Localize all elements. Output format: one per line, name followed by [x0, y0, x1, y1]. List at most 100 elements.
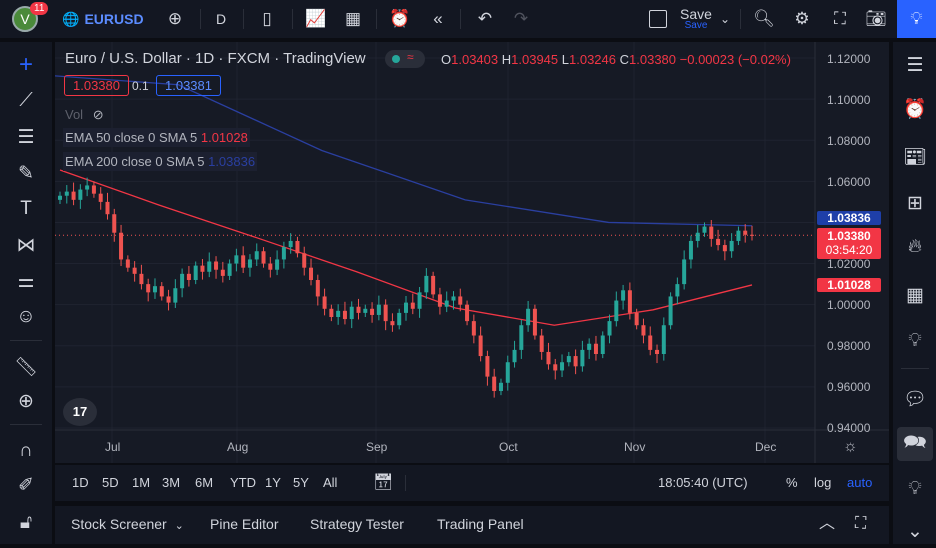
alert-icon[interactable]: ⏰: [389, 9, 411, 28]
chevron-down-icon: ⌄: [174, 520, 184, 532]
maximize-panel-icon[interactable]: ⛶: [855, 515, 867, 532]
chat-icon[interactable]: 💬︎: [902, 389, 928, 410]
market-status[interactable]: ≈: [385, 50, 425, 68]
camera-icon[interactable]: 📷︎: [865, 9, 887, 28]
tradingview-logo[interactable]: 17: [63, 398, 97, 426]
range-1y[interactable]: 1Y: [265, 475, 281, 490]
range-5d[interactable]: 5D: [102, 475, 119, 490]
gear-icon[interactable]: ⚙: [794, 9, 810, 28]
date-range-icon[interactable]: 📅︎: [373, 474, 394, 491]
right-sidebar: ☰ ⏰ 📰︎ ⊞ 🔥︎ ▦ 💡︎ 💬︎ 🗪 💡︎ ⌄: [893, 42, 936, 544]
redo-icon[interactable]: ↷: [513, 9, 529, 28]
candle-body: [139, 273, 144, 285]
calendar-icon[interactable]: ▦: [906, 284, 924, 306]
data-window-icon[interactable]: ⊞: [907, 192, 923, 214]
candle-body: [709, 226, 714, 239]
alarm-clock-icon[interactable]: ⏰: [903, 99, 927, 120]
symbol-search[interactable]: 🌐 EURUSD: [62, 0, 144, 38]
layout-select-icon[interactable]: [645, 0, 671, 38]
messages-icon[interactable]: 🗪: [897, 427, 933, 461]
candle-body: [722, 245, 727, 252]
auto-toggle[interactable]: auto: [847, 475, 873, 490]
expand-chevron-icon[interactable]: ⌄: [907, 520, 923, 542]
layouts-icon[interactable]: ▦: [344, 9, 362, 28]
smile-icon[interactable]: ☺: [16, 306, 36, 327]
ema200-price-tag: 1.03836: [817, 211, 881, 225]
zoom-in-icon[interactable]: ⊕: [18, 390, 34, 412]
tab-strategy-tester[interactable]: Strategy Tester: [310, 516, 404, 532]
watchlist-icon[interactable]: ☰: [906, 54, 924, 76]
spread-value: 0.1: [132, 79, 149, 93]
candle-body: [526, 308, 531, 326]
save-button[interactable]: Save Save: [676, 0, 716, 38]
help-lightbulb-icon[interactable]: 💡︎: [908, 478, 922, 499]
ideas-publish-icon[interactable]: 💡︎: [897, 0, 936, 38]
ruler-icon[interactable]: 📏︎: [13, 357, 39, 378]
clock-timezone[interactable]: 18:05:40 (UTC): [658, 475, 748, 490]
volume-legend[interactable]: Vol ⊘: [65, 107, 104, 122]
chevron-down-icon[interactable]: ⌄: [719, 12, 731, 26]
brush-icon[interactable]: ✎: [18, 162, 34, 184]
percent-toggle[interactable]: %: [786, 475, 798, 490]
range-3m[interactable]: 3M: [162, 475, 181, 490]
collapse-panel-icon[interactable]: ︿: [819, 515, 836, 532]
candle-body: [383, 304, 388, 322]
lock-drawing-icon[interactable]: ✐: [18, 474, 34, 496]
candle-body: [112, 214, 117, 233]
replay-icon[interactable]: «: [433, 9, 443, 28]
ema50-price-tag: 1.01028: [817, 278, 881, 292]
price-chart[interactable]: [55, 42, 889, 463]
candle-body: [309, 267, 314, 281]
range-all[interactable]: All: [323, 475, 338, 490]
tab-stock-screener[interactable]: Stock Screener ⌄: [71, 516, 184, 532]
ideas-lightbulb-icon[interactable]: 💡︎: [908, 330, 922, 351]
user-avatar[interactable]: V 11: [8, 0, 49, 38]
buy-button[interactable]: 1.03381: [156, 75, 221, 96]
trend-line-icon[interactable]: ⟋: [19, 90, 33, 111]
time-label: Aug: [227, 440, 249, 454]
candle-body: [370, 308, 375, 315]
log-toggle[interactable]: log: [814, 475, 832, 490]
ema50-legend[interactable]: EMA 50 close 0 SMA 5 1.01028: [63, 128, 250, 147]
candle-body: [580, 349, 585, 367]
crosshair-icon[interactable]: +: [18, 51, 33, 78]
range-1d[interactable]: 1D: [72, 475, 89, 490]
chart-pane[interactable]: Euro / U.S. Dollar · 1D · FXCM · Trading…: [55, 42, 889, 463]
fullscreen-icon[interactable]: ⛶: [834, 9, 846, 28]
candle-body: [329, 308, 334, 318]
candle-body: [125, 259, 130, 268]
magnet-icon[interactable]: ∩: [19, 440, 33, 461]
range-1m[interactable]: 1M: [132, 475, 151, 490]
indicators-icon[interactable]: 📈: [305, 9, 327, 28]
text-icon[interactable]: T: [20, 198, 32, 219]
candle-body: [173, 288, 178, 303]
lock-icon[interactable]: 🔓︎: [19, 512, 33, 533]
save-label: Save: [680, 6, 712, 22]
candle-body: [227, 263, 232, 276]
candle-body: [600, 335, 605, 355]
prediction-icon[interactable]: ⚌: [17, 270, 35, 292]
candle-body: [146, 284, 151, 293]
settings-sun-icon[interactable]: ☼: [843, 438, 858, 455]
range-ytd[interactable]: YTD: [230, 475, 256, 490]
ema200-legend[interactable]: EMA 200 close 0 SMA 5 1.03836: [63, 152, 258, 171]
candle-body: [702, 226, 707, 233]
candle-body: [627, 290, 632, 313]
tab-trading-panel[interactable]: Trading Panel: [437, 516, 524, 532]
candle-body: [593, 343, 598, 355]
range-5y[interactable]: 5Y: [293, 475, 309, 490]
tab-pine-editor[interactable]: Pine Editor: [210, 516, 279, 532]
candles-chart-type-icon[interactable]: ▯: [262, 9, 272, 28]
hotlist-fire-icon[interactable]: 🔥︎: [908, 236, 922, 257]
candle-body: [485, 356, 490, 377]
fib-retracement-icon[interactable]: ☰: [17, 126, 35, 148]
interval-button[interactable]: D: [215, 11, 227, 27]
search-icon[interactable]: 🔍︎: [753, 9, 775, 28]
range-6m[interactable]: 6M: [195, 475, 214, 490]
candle-body: [546, 351, 551, 365]
undo-icon[interactable]: ↶: [477, 9, 493, 28]
sell-button[interactable]: 1.03380: [64, 75, 129, 96]
pattern-icon[interactable]: ⋈: [16, 234, 36, 256]
news-icon[interactable]: 📰︎: [902, 147, 928, 168]
compare-add-icon[interactable]: ⊕: [167, 9, 183, 28]
